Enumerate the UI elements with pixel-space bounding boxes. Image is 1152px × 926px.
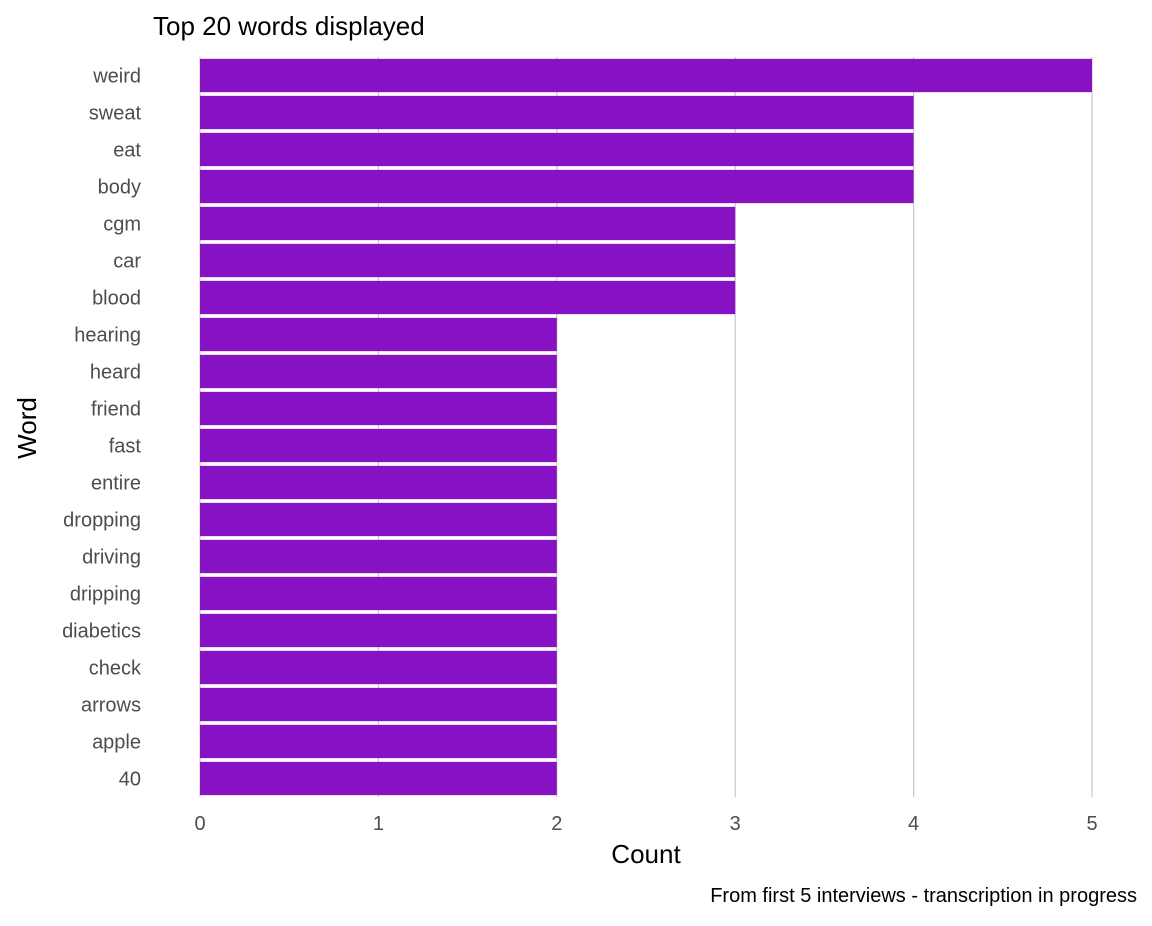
y-tick-label: heard — [90, 362, 141, 384]
y-tick-labels: weird sweat eat body cgm car blood hearing heard… — [62, 66, 142, 791]
y-tick-label: 40 — [119, 769, 141, 791]
x-tick-label: 4 — [908, 813, 919, 835]
bar-body — [200, 169, 914, 204]
bar-hearing — [200, 317, 557, 352]
y-tick-label: fast — [109, 436, 142, 458]
bar-entire — [200, 465, 557, 500]
y-tick-label: entire — [91, 473, 141, 495]
y-tick-label: dropping — [63, 510, 141, 532]
bar-check — [200, 650, 557, 685]
y-tick-label: hearing — [74, 325, 141, 347]
bar-driving — [200, 539, 557, 574]
bar-sweat — [200, 95, 914, 130]
y-tick-label: cgm — [103, 214, 141, 236]
bar-heard — [200, 354, 557, 389]
y-tick-label: body — [98, 177, 141, 199]
y-tick-label: friend — [91, 399, 141, 421]
y-tick-label: car — [113, 251, 141, 273]
y-tick-label: apple — [92, 732, 141, 754]
x-tick-labels: 0 1 2 3 4 5 — [194, 813, 1097, 835]
x-tick-label: 3 — [730, 813, 741, 835]
y-tick-label: eat — [113, 140, 141, 162]
bar-blood — [200, 280, 736, 315]
bar-dripping — [200, 576, 557, 611]
chart-title: Top 20 words displayed — [153, 11, 425, 41]
y-axis-title: Word — [12, 397, 42, 459]
bar-40 — [200, 761, 557, 796]
y-tick-label: weird — [92, 66, 141, 88]
x-tick-label: 1 — [373, 813, 384, 835]
gridlines — [199, 57, 1093, 797]
bars — [200, 58, 1092, 796]
y-tick-label: diabetics — [62, 621, 141, 643]
x-tick-label: 2 — [551, 813, 562, 835]
bar-apple — [200, 724, 557, 759]
chart-caption: From first 5 interviews - transcription … — [710, 885, 1137, 907]
y-tick-label: driving — [82, 547, 141, 569]
y-tick-label: blood — [92, 288, 141, 310]
bar-friend — [200, 391, 557, 426]
y-tick-label: check — [89, 658, 142, 680]
x-axis-title: Count — [611, 839, 681, 869]
x-tick-label: 0 — [194, 813, 205, 835]
y-tick-label: sweat — [89, 103, 142, 125]
bar-diabetics — [200, 613, 557, 648]
y-tick-label: dripping — [70, 584, 141, 606]
bar-weird — [200, 58, 1092, 93]
y-tick-label: arrows — [81, 695, 141, 717]
bar-eat — [200, 132, 914, 167]
x-tick-label: 5 — [1086, 813, 1097, 835]
bar-dropping — [200, 502, 557, 537]
bar-car — [200, 243, 736, 278]
bar-arrows — [200, 687, 557, 722]
bar-fast — [200, 428, 557, 463]
bar-cgm — [200, 206, 736, 241]
